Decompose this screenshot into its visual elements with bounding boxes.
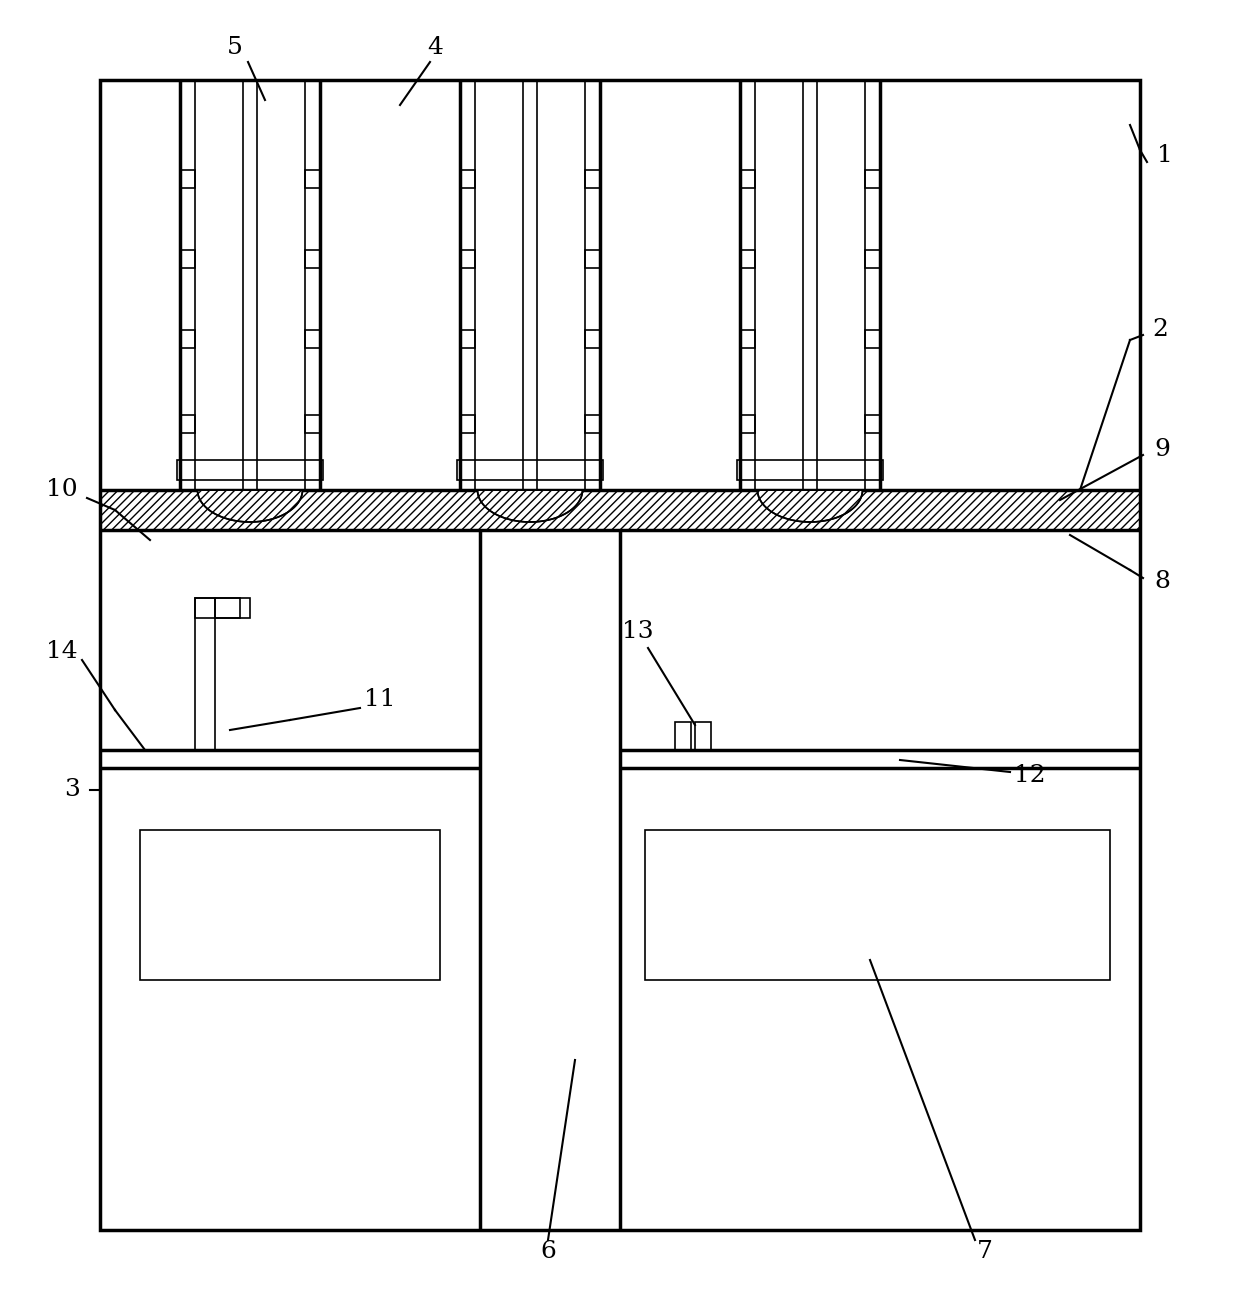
Bar <box>195 597 215 750</box>
Bar <box>585 250 600 268</box>
Bar <box>195 597 241 618</box>
Text: 5: 5 <box>227 36 243 59</box>
Text: 6: 6 <box>541 1240 556 1263</box>
Bar <box>866 330 880 348</box>
Bar <box>740 250 755 268</box>
Bar <box>100 490 1140 530</box>
Bar <box>460 330 475 348</box>
Bar <box>305 415 320 433</box>
Bar <box>740 330 755 348</box>
Bar <box>458 460 603 480</box>
Bar <box>740 169 755 187</box>
Text: 14: 14 <box>46 640 78 663</box>
Bar <box>180 330 195 348</box>
Text: 11: 11 <box>365 688 396 711</box>
Bar <box>460 250 475 268</box>
Bar <box>177 460 322 480</box>
Text: 10: 10 <box>46 478 78 502</box>
Text: 1: 1 <box>1157 144 1173 167</box>
Bar <box>585 330 600 348</box>
Text: 2: 2 <box>1152 318 1168 341</box>
Bar <box>866 415 880 433</box>
Polygon shape <box>477 490 583 522</box>
Bar <box>305 250 320 268</box>
Text: 13: 13 <box>622 621 653 644</box>
Bar <box>305 169 320 187</box>
Bar <box>215 597 250 618</box>
Bar <box>180 415 195 433</box>
Bar <box>100 80 1140 1230</box>
Bar <box>140 830 440 980</box>
Text: 3: 3 <box>64 778 79 802</box>
Polygon shape <box>758 490 863 522</box>
Bar <box>866 169 880 187</box>
Bar <box>585 169 600 187</box>
Text: 9: 9 <box>1154 438 1169 462</box>
Text: 12: 12 <box>1014 763 1045 786</box>
Bar <box>737 460 883 480</box>
Text: 4: 4 <box>427 36 443 59</box>
Bar <box>694 721 711 750</box>
Bar <box>460 169 475 187</box>
Bar <box>180 169 195 187</box>
Bar <box>675 721 691 750</box>
Text: 7: 7 <box>977 1240 993 1263</box>
Bar <box>460 415 475 433</box>
Text: 8: 8 <box>1154 570 1169 593</box>
Bar <box>866 250 880 268</box>
Bar <box>305 330 320 348</box>
Bar <box>645 830 1110 980</box>
Bar <box>740 415 755 433</box>
Bar <box>180 250 195 268</box>
Bar <box>585 415 600 433</box>
Polygon shape <box>197 490 303 522</box>
